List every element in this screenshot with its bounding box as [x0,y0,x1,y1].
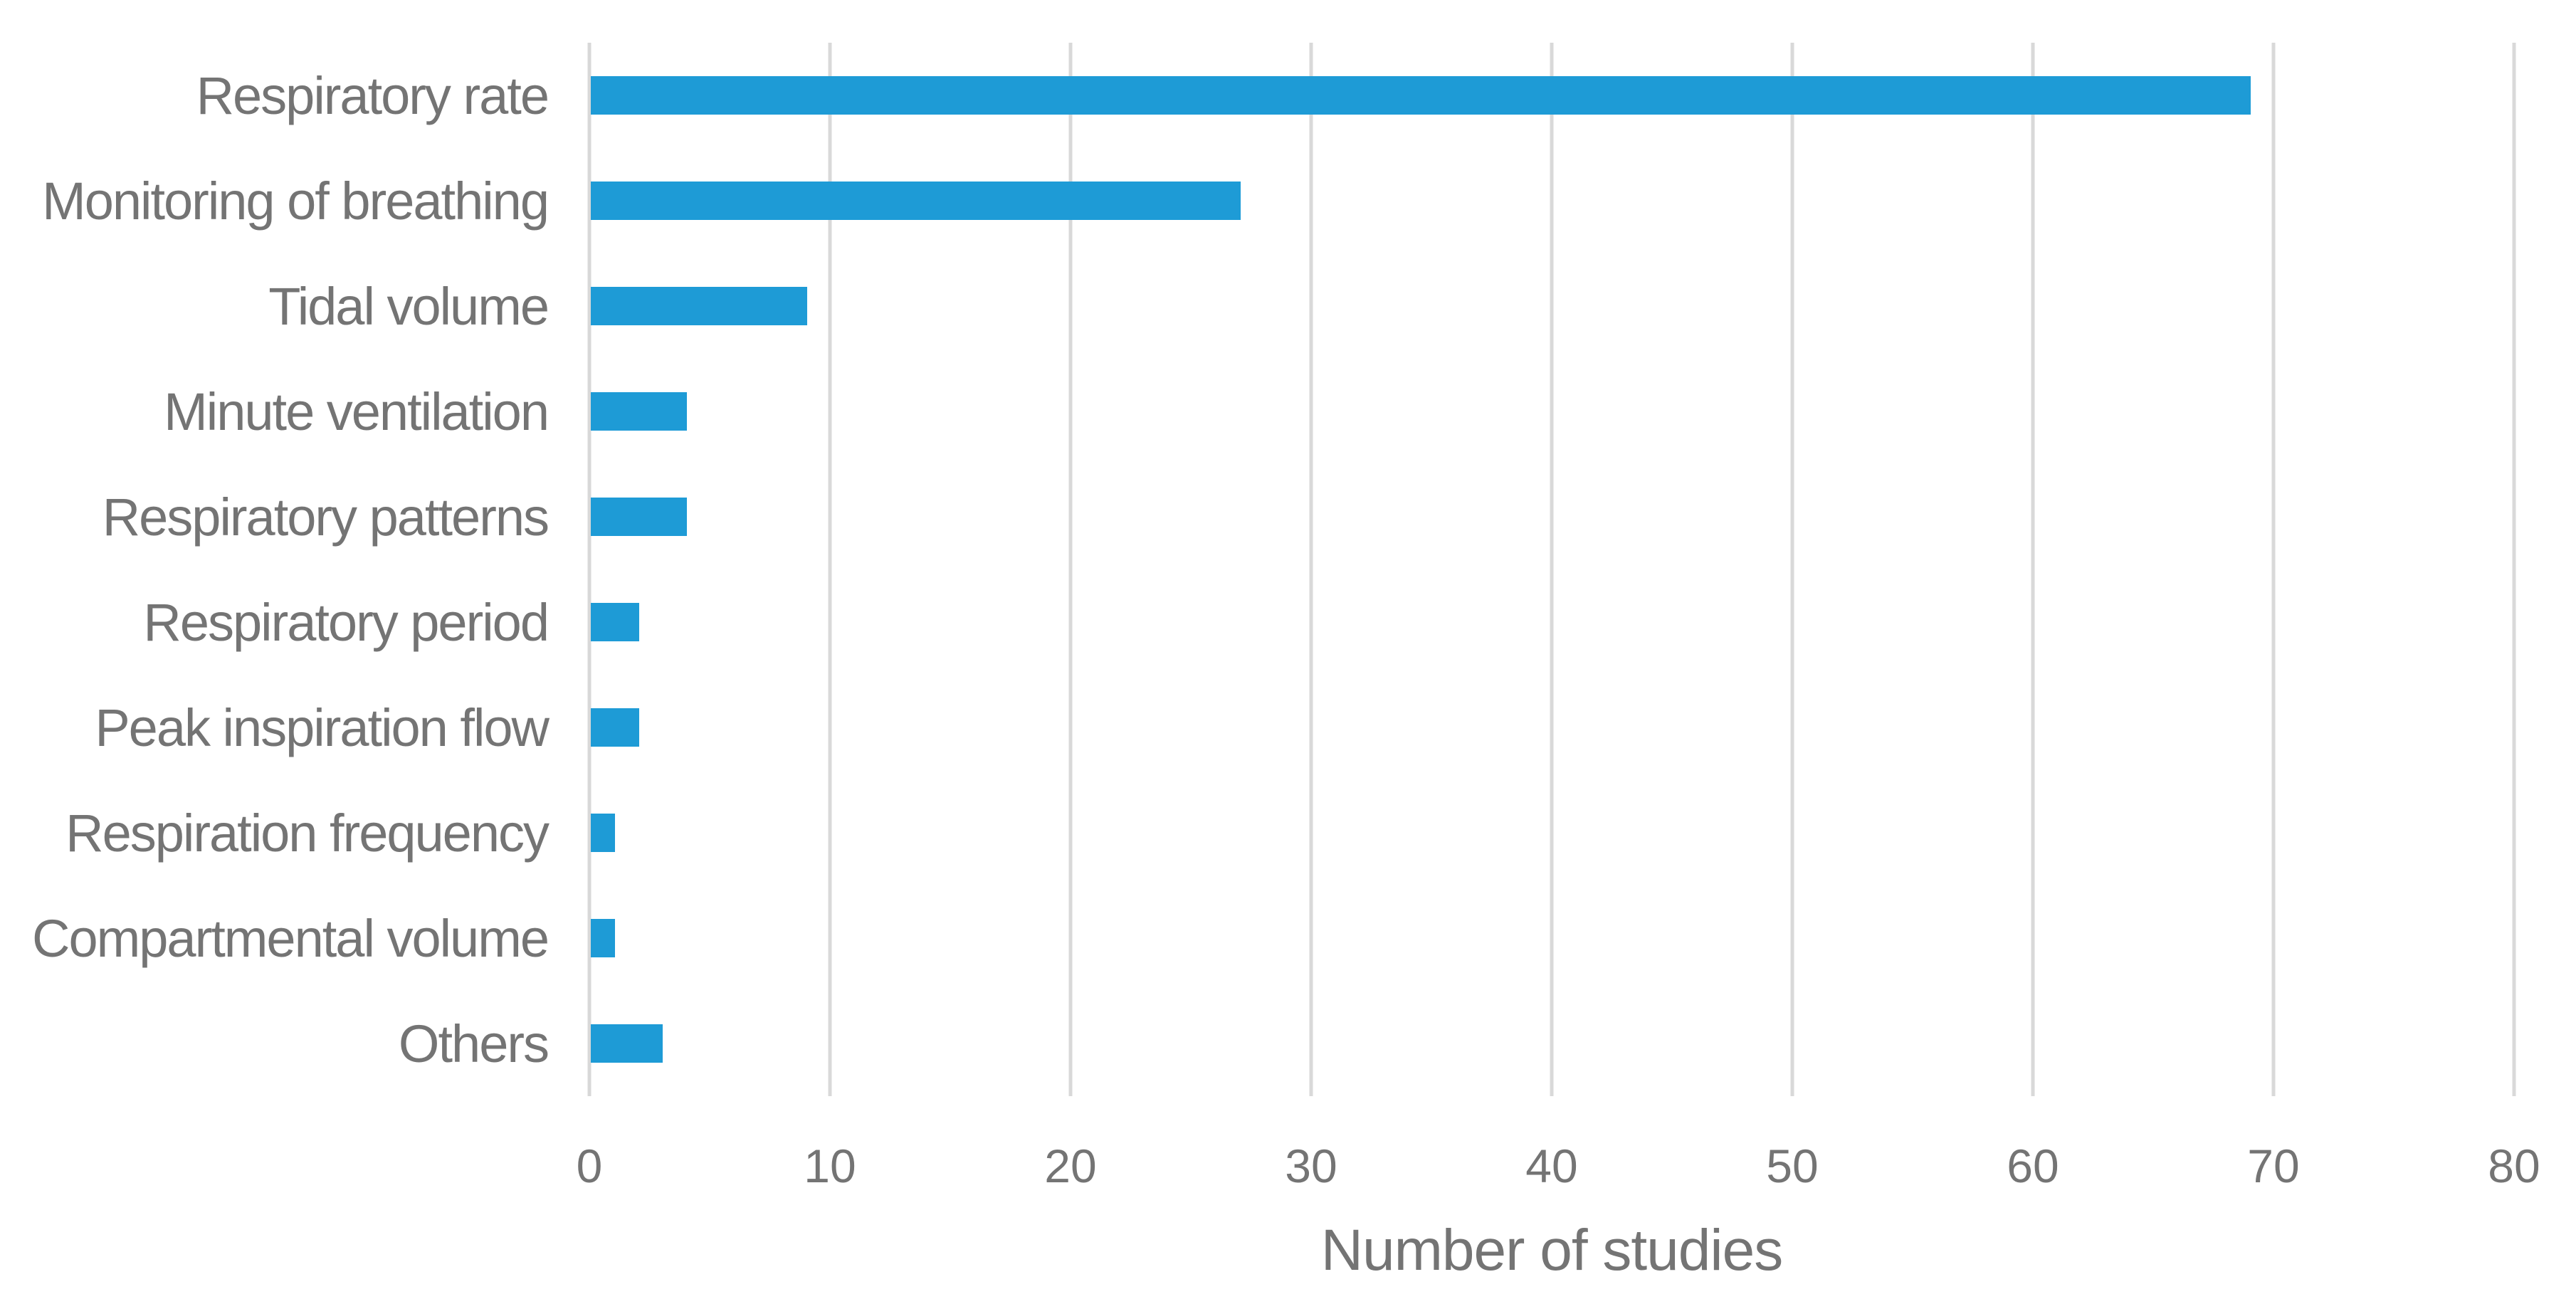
x-tick-label: 80 [2488,1140,2540,1192]
bar-row [591,148,2515,253]
bar-respiratory-period [591,603,639,641]
category-label: Respiration frequency [65,803,550,863]
gridline [1309,43,1313,1096]
category-label: Respiratory period [143,592,550,652]
bar-row [591,885,2515,991]
gridline [2031,43,2035,1096]
bar-respiration-frequency [591,814,615,852]
category-label: Peak inspiration flow [95,698,550,757]
bar-row [591,780,2515,885]
x-axis-title: Number of studies [1320,1218,1783,1283]
gridline [1790,43,1794,1096]
x-tick-label: 20 [1044,1140,1097,1192]
category-label: Monitoring of breathing [42,171,550,231]
gridline [1068,43,1073,1096]
bar-monitoring-of-breathing [591,182,1241,220]
plot-area [587,43,2516,1096]
bar-peak-inspiration-flow [591,708,639,747]
gridline [2271,43,2276,1096]
x-axis-tick-labels: 0 10 20 30 40 50 60 70 80 [577,1139,2540,1203]
bar-minute-ventilation [591,392,688,431]
bar-row [591,359,2515,464]
x-tick-label: 30 [1285,1140,1337,1192]
bar-row [591,569,2515,675]
x-tick-label: 10 [804,1140,856,1192]
x-tick-label: 40 [1525,1140,1578,1192]
bar-rows [591,43,2515,1096]
bar-respiratory-rate [591,76,2251,115]
bar-row [591,675,2515,780]
value-axis-line [587,43,592,1096]
bar-row [591,43,2515,148]
category-label: Others [398,1014,550,1073]
x-tick-label: 50 [1766,1140,1819,1192]
category-label: Compartmental volume [32,908,550,968]
bar-tidal-volume [591,287,808,325]
bar-others [591,1024,663,1063]
x-tick-label: 60 [2007,1140,2059,1192]
bar-respiratory-patterns [591,498,688,536]
gridline [2512,43,2516,1096]
y-axis-category-labels: Respiratory rate Monitoring of breathing T… [0,43,550,1096]
x-tick-label: 70 [2247,1140,2300,1192]
bar-compartmental-volume [591,919,615,957]
bar-row [591,464,2515,569]
bar-row [591,253,2515,359]
gridline [828,43,832,1096]
bar-row [591,991,2515,1096]
gridline [1550,43,1554,1096]
category-label: Respiratory patterns [102,487,550,547]
category-label: Respiratory rate [196,65,550,125]
x-tick-label: 0 [576,1140,603,1192]
category-label: Minute ventilation [164,382,550,441]
category-label: Tidal volume [268,276,550,336]
